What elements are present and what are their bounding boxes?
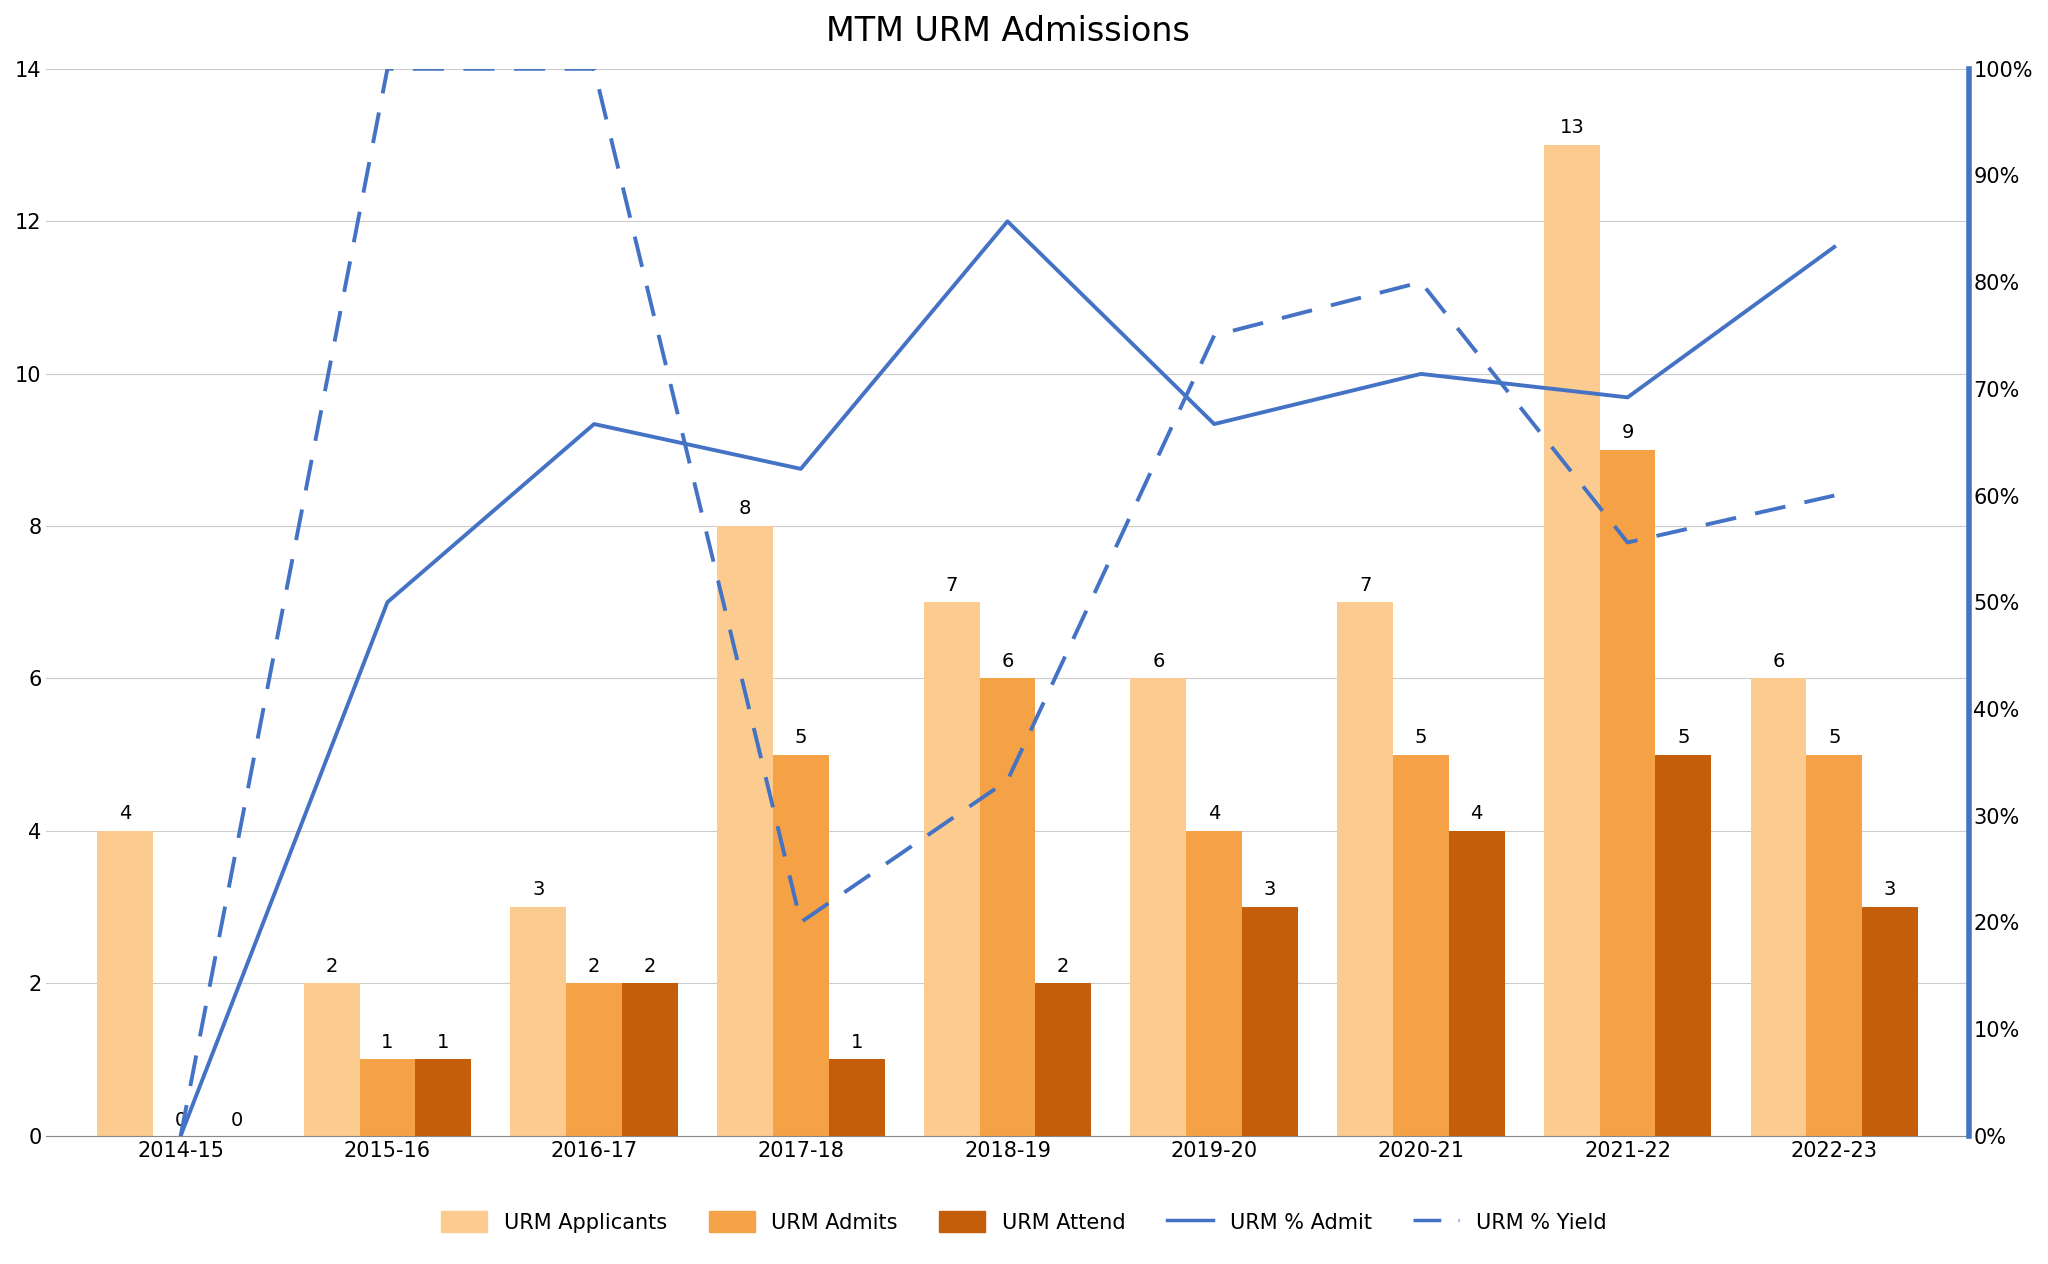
URM % Admit	[995, 214, 1020, 229]
URM % Yield	[1823, 488, 1847, 503]
Text: 5: 5	[1415, 728, 1427, 747]
Text: 5: 5	[795, 728, 807, 747]
Bar	[979, 679, 1036, 1135]
Bar	[717, 526, 772, 1135]
Text: 3: 3	[532, 881, 545, 900]
URM % Admit	[582, 416, 606, 431]
Bar	[96, 830, 154, 1135]
Text: 4: 4	[1208, 804, 1221, 823]
URM % Admit	[1823, 239, 1847, 254]
URM % Admit	[1409, 367, 1434, 382]
Bar	[924, 602, 979, 1135]
Bar	[1036, 983, 1092, 1135]
Bar	[1862, 908, 1919, 1135]
Bar	[623, 983, 678, 1135]
Bar	[1241, 908, 1298, 1135]
Text: 5: 5	[1677, 728, 1690, 747]
Bar	[510, 908, 565, 1135]
Text: 2: 2	[1057, 957, 1069, 976]
URM % Yield	[168, 1127, 193, 1143]
URM % Admit	[168, 1127, 193, 1143]
Bar	[416, 1059, 471, 1135]
Bar	[1751, 679, 1806, 1135]
Bar	[1599, 450, 1655, 1135]
Legend: URM Applicants, URM Admits, URM Attend, URM % Admit, URM % Yield: URM Applicants, URM Admits, URM Attend, …	[432, 1202, 1616, 1241]
Bar	[1186, 830, 1241, 1135]
Text: 1: 1	[436, 1033, 449, 1052]
Bar	[303, 983, 360, 1135]
Text: 3: 3	[1884, 881, 1896, 900]
Text: 1: 1	[850, 1033, 862, 1052]
URM % Yield	[375, 61, 399, 76]
Bar	[1448, 830, 1505, 1135]
Title: MTM URM Admissions: MTM URM Admissions	[825, 15, 1190, 48]
Text: 6: 6	[1001, 652, 1014, 671]
Text: 1: 1	[381, 1033, 393, 1052]
Text: 9: 9	[1622, 423, 1634, 442]
Bar	[1337, 602, 1393, 1135]
Text: 2: 2	[326, 957, 338, 976]
URM % Yield	[582, 61, 606, 76]
Bar	[1544, 145, 1599, 1135]
Bar	[1393, 755, 1448, 1135]
Bar	[829, 1059, 885, 1135]
Text: 8: 8	[739, 499, 752, 518]
Line: URM % Admit: URM % Admit	[180, 221, 1835, 1135]
Text: 5: 5	[1829, 728, 1841, 747]
Text: 2: 2	[643, 957, 655, 976]
Line: URM % Yield: URM % Yield	[180, 68, 1835, 1135]
Bar	[1655, 755, 1712, 1135]
Text: 2: 2	[588, 957, 600, 976]
URM % Yield	[1202, 327, 1227, 343]
Bar	[1130, 679, 1186, 1135]
URM % Yield	[1616, 535, 1640, 550]
Bar	[772, 755, 829, 1135]
Bar	[1806, 755, 1862, 1135]
URM % Admit	[1202, 416, 1227, 431]
Text: 7: 7	[1360, 575, 1372, 594]
Text: 4: 4	[119, 804, 131, 823]
URM % Yield	[995, 772, 1020, 787]
URM % Admit	[788, 461, 813, 477]
Text: 7: 7	[946, 575, 958, 594]
Text: 0: 0	[174, 1111, 186, 1130]
Text: 13: 13	[1559, 119, 1585, 138]
Text: 6: 6	[1153, 652, 1165, 671]
Text: 6: 6	[1772, 652, 1784, 671]
URM % Yield	[1409, 274, 1434, 289]
Bar	[360, 1059, 416, 1135]
Text: 3: 3	[1264, 881, 1276, 900]
Text: 0: 0	[229, 1111, 242, 1130]
URM % Yield	[788, 915, 813, 930]
URM % Admit	[375, 594, 399, 609]
Bar	[565, 983, 623, 1135]
URM % Admit	[1616, 389, 1640, 404]
Text: 4: 4	[1470, 804, 1483, 823]
